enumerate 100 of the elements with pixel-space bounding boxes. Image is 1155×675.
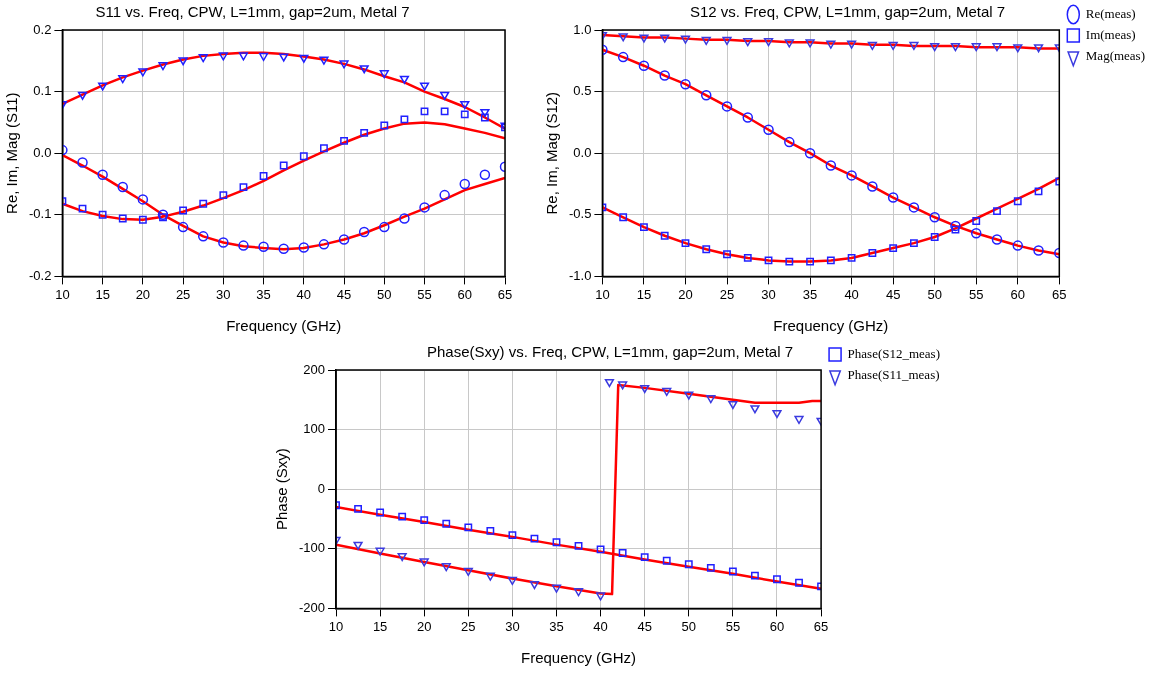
point bbox=[930, 43, 940, 52]
point bbox=[805, 39, 815, 48]
point bbox=[993, 207, 1001, 216]
point bbox=[1013, 197, 1022, 206]
point bbox=[375, 547, 385, 556]
point bbox=[681, 239, 690, 248]
point bbox=[684, 391, 694, 400]
x-tick-label: 15 bbox=[95, 286, 110, 302]
point bbox=[239, 183, 248, 192]
point bbox=[971, 43, 981, 52]
point bbox=[763, 38, 774, 47]
point bbox=[617, 381, 628, 390]
y-tick-label: 0.2 bbox=[33, 21, 52, 37]
point bbox=[399, 213, 410, 224]
point bbox=[278, 243, 289, 254]
point bbox=[339, 60, 349, 69]
point bbox=[459, 178, 471, 190]
point bbox=[197, 231, 209, 242]
point bbox=[1034, 187, 1043, 196]
point bbox=[507, 576, 518, 586]
y-tick-label: 0.5 bbox=[573, 83, 592, 99]
point bbox=[298, 242, 310, 253]
x-tick-label: 60 bbox=[457, 286, 472, 302]
point bbox=[846, 170, 857, 181]
point bbox=[218, 237, 229, 248]
point bbox=[742, 112, 754, 123]
chart-title: S12 vs. Freq, CPW, L=1mm, gap=2um, Metal 7 bbox=[689, 3, 1006, 21]
point bbox=[846, 40, 857, 49]
point bbox=[868, 249, 877, 257]
point bbox=[480, 108, 490, 118]
point bbox=[595, 592, 606, 601]
point bbox=[1033, 245, 1044, 256]
point bbox=[751, 571, 759, 580]
point bbox=[397, 552, 407, 562]
point bbox=[479, 169, 491, 181]
point bbox=[485, 572, 495, 581]
legend-label: Phase(S12_meas) bbox=[847, 345, 941, 361]
point bbox=[826, 256, 835, 265]
point bbox=[702, 245, 711, 254]
x-tick-label: 25 bbox=[175, 286, 191, 302]
point bbox=[764, 256, 773, 265]
x-tick-label: 30 bbox=[505, 618, 520, 634]
point bbox=[179, 206, 188, 215]
x-tick-label: 10 bbox=[328, 618, 344, 634]
point bbox=[98, 210, 107, 219]
point bbox=[299, 54, 309, 63]
point bbox=[826, 40, 836, 49]
point bbox=[750, 405, 760, 414]
x-tick-label: 50 bbox=[681, 618, 697, 634]
x-tick-label: 10 bbox=[595, 286, 610, 302]
point bbox=[299, 152, 308, 161]
point bbox=[157, 209, 169, 221]
x-tick-label: 40 bbox=[593, 618, 608, 634]
point bbox=[795, 578, 803, 587]
point bbox=[701, 36, 711, 46]
point bbox=[680, 35, 691, 44]
point bbox=[784, 39, 794, 48]
point bbox=[722, 36, 732, 46]
point bbox=[138, 68, 148, 77]
point bbox=[138, 215, 147, 224]
point bbox=[773, 575, 781, 584]
point bbox=[419, 82, 430, 91]
point bbox=[353, 541, 363, 550]
x-tick-label: 45 bbox=[885, 286, 901, 302]
x-tick-label: 65 bbox=[813, 618, 829, 634]
point bbox=[1012, 240, 1024, 251]
point bbox=[772, 409, 782, 419]
point bbox=[785, 257, 794, 266]
point bbox=[376, 508, 385, 517]
point bbox=[596, 545, 605, 554]
point bbox=[218, 52, 228, 61]
point bbox=[238, 240, 249, 251]
point bbox=[743, 253, 752, 262]
point bbox=[662, 556, 671, 565]
point bbox=[728, 567, 737, 576]
point bbox=[640, 223, 648, 232]
point bbox=[825, 160, 837, 171]
point bbox=[360, 128, 369, 137]
point bbox=[530, 534, 539, 543]
point bbox=[199, 199, 208, 208]
point bbox=[420, 107, 429, 116]
point bbox=[573, 588, 584, 597]
point bbox=[279, 161, 288, 170]
point bbox=[441, 563, 451, 572]
point bbox=[320, 144, 328, 153]
y-tick-label: -200 bbox=[298, 599, 326, 615]
point bbox=[219, 191, 228, 200]
point bbox=[909, 239, 918, 248]
point bbox=[930, 233, 939, 241]
point bbox=[420, 516, 429, 525]
point bbox=[258, 52, 269, 62]
legend-label: Phase(S11_meas) bbox=[847, 366, 940, 382]
y-tick-label: 200 bbox=[303, 361, 326, 377]
y-tick-label: -0.5 bbox=[568, 206, 592, 222]
point bbox=[1013, 44, 1023, 53]
x-axis-title: Frequency (GHz) bbox=[226, 317, 342, 335]
point bbox=[464, 523, 473, 532]
y-tick-label: 0.0 bbox=[573, 144, 592, 160]
point bbox=[680, 78, 691, 90]
point bbox=[991, 234, 1003, 245]
